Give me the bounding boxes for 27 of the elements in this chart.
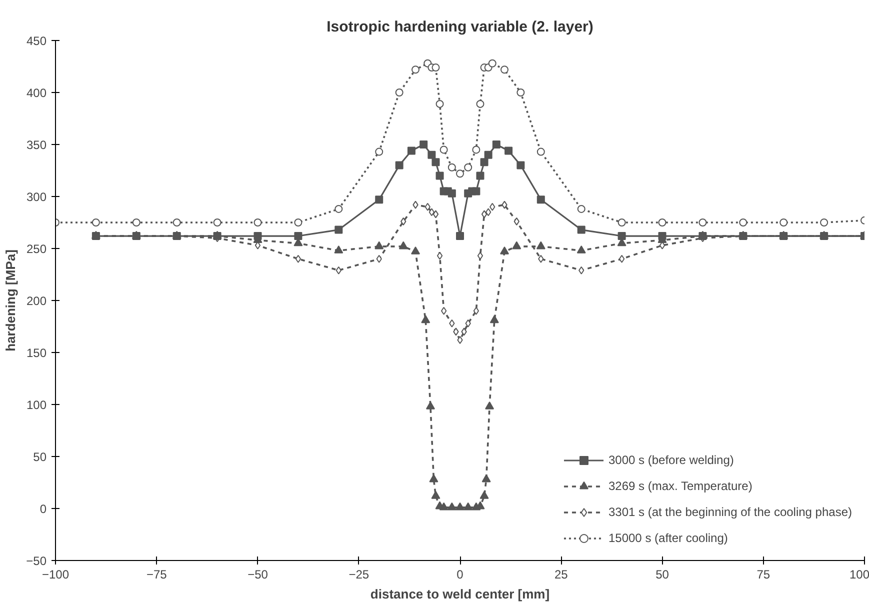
chart-title: Isotropic hardening variable (2. layer) bbox=[326, 18, 594, 36]
legend-label: 3000 s (before welding) bbox=[608, 453, 734, 467]
legend-label: 15000 s (after cooling) bbox=[608, 531, 728, 545]
x-tick-label: −75 bbox=[146, 568, 168, 582]
x-tick-label: 50 bbox=[656, 568, 670, 582]
y-tick-label: 0 bbox=[40, 502, 47, 516]
x-tick-label: −50 bbox=[248, 568, 268, 582]
x-tick-label: −100 bbox=[42, 568, 70, 582]
y-tick-label: 100 bbox=[26, 398, 47, 412]
y-tick-label: −50 bbox=[26, 554, 47, 568]
x-axis-title: distance to weld center [mm] bbox=[370, 586, 550, 602]
y-tick-label: 450 bbox=[26, 34, 47, 48]
y-axis-title: hardening [MPa] bbox=[3, 250, 18, 352]
x-tick-label: 25 bbox=[554, 568, 568, 582]
x-tick-label: 75 bbox=[756, 568, 770, 582]
y-tick-label: 300 bbox=[26, 190, 47, 204]
y-tick-label: 50 bbox=[33, 450, 47, 464]
legend-label: 3269 s (max. Temperature) bbox=[608, 479, 752, 493]
x-tick-label: 100 bbox=[849, 568, 869, 582]
x-tick-label: 0 bbox=[456, 568, 464, 582]
y-tick-label: 150 bbox=[26, 346, 47, 360]
y-tick-label: 350 bbox=[26, 138, 47, 152]
y-tick-label: 250 bbox=[26, 242, 47, 256]
x-tick-label: −25 bbox=[348, 568, 370, 582]
y-tick-label: 200 bbox=[26, 294, 47, 308]
legend-label: 3301 s (at the beginning of the cooling phase) bbox=[608, 505, 852, 519]
y-tick-label: 400 bbox=[26, 86, 47, 100]
